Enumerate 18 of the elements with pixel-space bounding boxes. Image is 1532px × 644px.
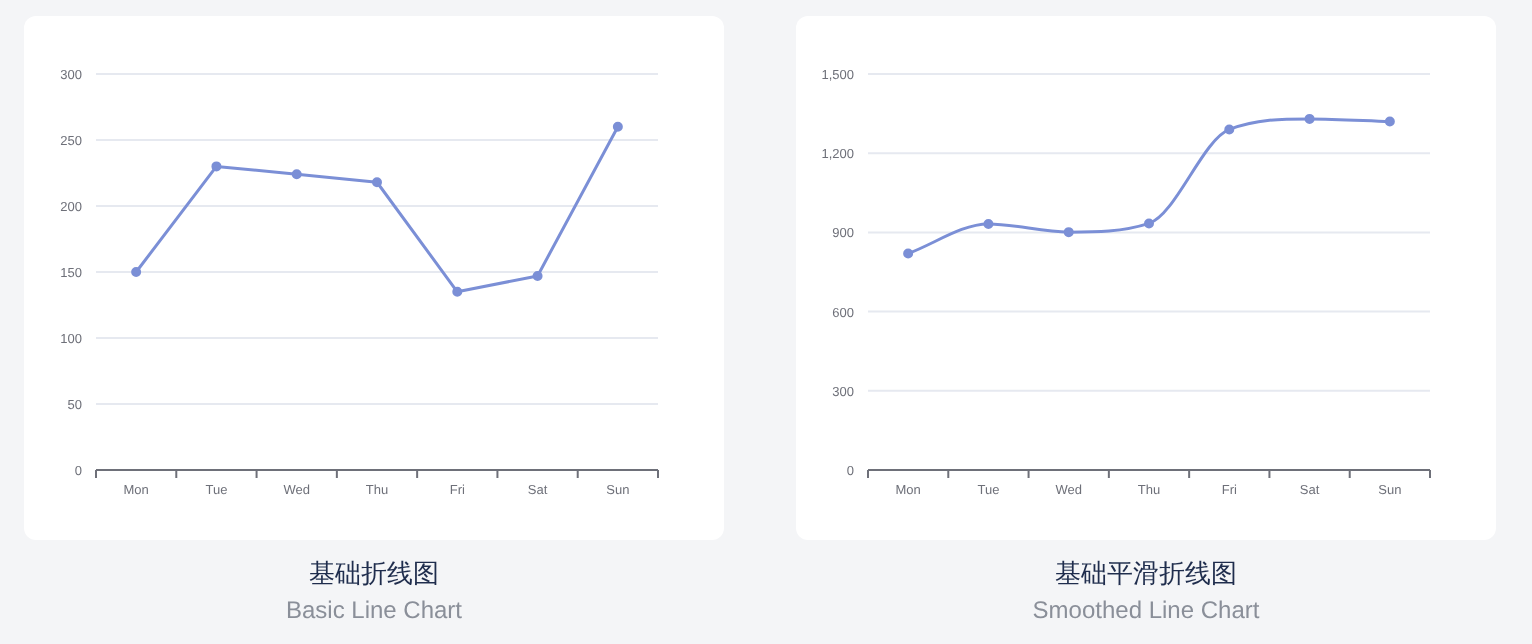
point <box>1063 227 1074 238</box>
point <box>903 248 914 259</box>
point <box>532 270 543 281</box>
point <box>1384 116 1395 127</box>
point <box>612 121 623 132</box>
text: Smoothed Line Chart <box>1030 596 1262 624</box>
text: 基础平滑折线图 <box>1053 556 1239 592</box>
point <box>131 267 142 277</box>
point <box>1224 124 1235 135</box>
point <box>372 177 382 188</box>
point <box>1304 113 1315 124</box>
text: Basic Line Chart <box>283 596 465 624</box>
point <box>452 286 463 297</box>
point <box>983 218 994 229</box>
point <box>1144 218 1154 229</box>
text: 基础折线图 <box>307 556 441 592</box>
point <box>291 169 302 180</box>
point <box>211 161 222 172</box>
